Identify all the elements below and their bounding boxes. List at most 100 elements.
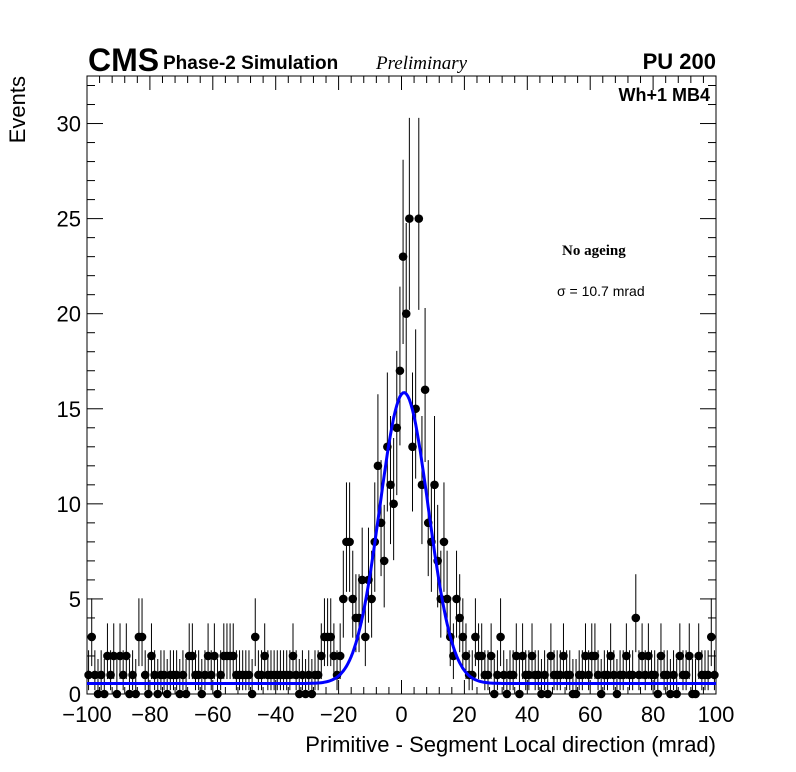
data-point — [493, 670, 502, 680]
data-point — [590, 651, 600, 661]
data-point — [144, 689, 153, 699]
data-point — [313, 670, 323, 680]
data-point — [194, 670, 203, 680]
data-point — [420, 385, 430, 395]
data-point — [653, 689, 663, 699]
data-point — [298, 670, 307, 680]
data-point — [109, 651, 119, 661]
data-point — [247, 689, 257, 699]
data-point — [87, 632, 97, 642]
error-bars-group — [87, 117, 716, 695]
data-point — [609, 670, 619, 680]
status-label: Preliminary — [375, 53, 468, 74]
x-tick-label: 100 — [698, 702, 735, 727]
data-point — [511, 651, 521, 661]
data-point — [335, 651, 345, 661]
data-point — [386, 480, 395, 490]
data-point — [640, 670, 650, 680]
data-point — [703, 670, 713, 680]
data-point — [706, 632, 716, 642]
fit-curve — [87, 391, 716, 685]
data-point — [650, 670, 659, 680]
data-point — [496, 632, 505, 642]
x-tick-label: −80 — [131, 702, 168, 727]
data-point — [556, 670, 565, 680]
data-point — [357, 575, 367, 585]
data-point — [147, 651, 156, 661]
data-point — [603, 670, 612, 680]
data-point — [131, 689, 141, 699]
data-point — [439, 537, 449, 547]
data-point — [508, 670, 518, 680]
y-tick-label: 5 — [69, 587, 81, 612]
data-point — [584, 670, 593, 680]
data-point — [684, 651, 694, 661]
data-point — [244, 670, 254, 680]
data-point — [571, 689, 581, 699]
data-point — [486, 651, 496, 661]
y-tick-label: 0 — [69, 682, 81, 707]
data-point — [288, 651, 298, 661]
data-point — [250, 632, 260, 642]
data-point — [681, 670, 691, 680]
data-point — [103, 651, 112, 661]
y-tick-label: 20 — [57, 302, 81, 327]
data-point — [565, 670, 575, 680]
data-point — [675, 651, 685, 661]
subtitle-label: Phase-2 Simulation — [163, 53, 338, 74]
data-point — [216, 670, 225, 680]
data-point — [115, 651, 125, 661]
data-point — [631, 613, 641, 623]
data-point — [99, 689, 109, 699]
data-point — [197, 689, 207, 699]
data-point — [150, 670, 159, 680]
data-point — [96, 670, 106, 680]
x-tick-label: −60 — [194, 702, 231, 727]
data-point — [662, 670, 672, 680]
data-point — [408, 442, 417, 452]
data-point — [405, 214, 414, 223]
data-point — [637, 651, 647, 661]
data-point — [162, 689, 172, 699]
data-point — [203, 651, 213, 661]
data-point — [122, 651, 131, 661]
data-point — [628, 670, 637, 680]
data-point — [345, 537, 354, 547]
data-point — [326, 632, 336, 642]
x-tick-label: 20 — [452, 702, 476, 727]
data-point — [260, 651, 269, 661]
data-point — [106, 670, 115, 680]
data-point — [515, 689, 524, 699]
data-point — [461, 651, 471, 661]
data-point — [596, 689, 606, 699]
x-tick-label: 0 — [395, 702, 407, 727]
data-point — [666, 689, 675, 699]
data-point — [257, 670, 266, 680]
data-point — [339, 594, 348, 604]
pileup-label: PU 200 — [643, 49, 716, 74]
data-point — [291, 670, 301, 680]
y-tick-label: 25 — [57, 207, 81, 232]
data-point — [606, 651, 615, 661]
data-point — [537, 689, 546, 699]
data-point — [175, 689, 185, 699]
x-tick-label: −40 — [257, 702, 294, 727]
data-point — [213, 689, 222, 699]
data-point — [455, 613, 464, 623]
data-point — [471, 632, 480, 642]
data-point — [329, 651, 339, 661]
x-tick-label: −20 — [320, 702, 357, 727]
data-point — [301, 689, 310, 699]
plot-frame — [86, 75, 717, 695]
data-point — [392, 423, 402, 433]
y-tick-label: 30 — [57, 112, 81, 137]
data-point — [691, 689, 700, 699]
data-point — [534, 670, 543, 680]
data-point — [622, 651, 631, 661]
data-point — [669, 670, 678, 680]
data-point — [93, 689, 103, 699]
axes-group: −100 −80 −60 −40 −20 0 20 40 60 80 100 0 5 10 15 20 25 30 — [57, 75, 735, 727]
data-point — [489, 689, 499, 699]
data-point — [672, 689, 681, 699]
data-point — [546, 651, 556, 661]
